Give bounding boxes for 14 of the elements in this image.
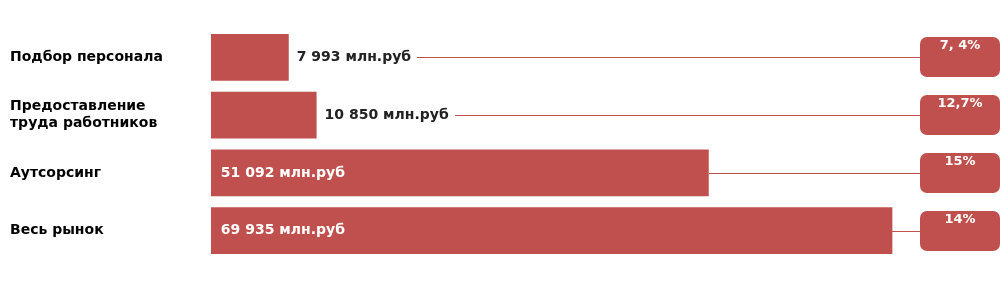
- bar: [210, 91, 317, 139]
- text: 7, 4%: [920, 37, 1000, 78]
- y-tick-label: Предоставление труда работников: [10, 97, 158, 131]
- data-label: 10 850 млн.руб: [324, 105, 449, 122]
- text: 14%: [920, 210, 1000, 251]
- data-label: 69 935 млн.руб: [220, 221, 346, 238]
- text: 12,7%: [920, 95, 1000, 136]
- text: 15%: [920, 152, 1000, 193]
- bar: [210, 33, 289, 81]
- data-label: 7 993 млн.руб: [296, 47, 412, 64]
- y-tick-label: Подбор персонала: [10, 47, 163, 64]
- y-tick-label: Весь рынок: [10, 221, 105, 238]
- y-tick-label: Аутсорсинг: [10, 163, 102, 180]
- data-label: 51 092 млн.руб: [220, 163, 346, 180]
